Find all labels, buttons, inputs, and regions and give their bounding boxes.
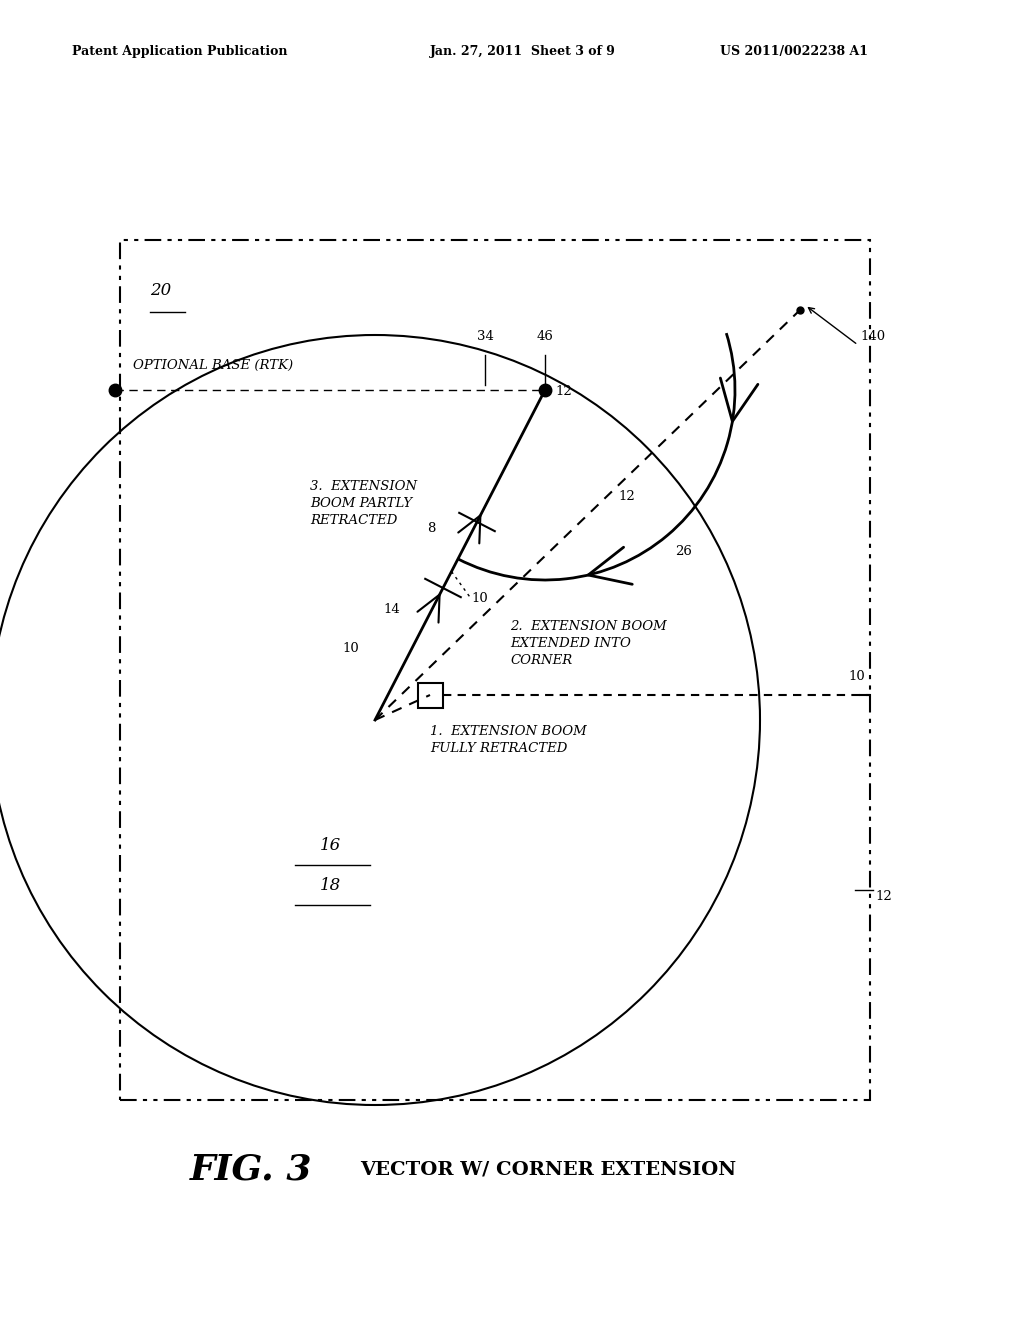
Text: 3.  EXTENSION
BOOM PARTLY
RETRACTED: 3. EXTENSION BOOM PARTLY RETRACTED [310, 480, 417, 527]
Text: 14: 14 [383, 603, 399, 616]
Text: VECTOR W/ CORNER EXTENSION: VECTOR W/ CORNER EXTENSION [360, 1162, 736, 1179]
Text: US 2011/0022238 A1: US 2011/0022238 A1 [720, 45, 868, 58]
Text: 26: 26 [675, 545, 692, 557]
Text: 140: 140 [860, 330, 885, 343]
Text: 10: 10 [342, 643, 359, 656]
Bar [418, 682, 442, 708]
Text: Jan. 27, 2011  Sheet 3 of 9: Jan. 27, 2011 Sheet 3 of 9 [430, 45, 615, 58]
Text: Patent Application Publication: Patent Application Publication [72, 45, 288, 58]
Text: 12: 12 [874, 890, 892, 903]
Text: 20: 20 [150, 282, 171, 300]
Text: 10: 10 [848, 671, 865, 682]
Text: 1.  EXTENSION BOOM
FULLY RETRACTED: 1. EXTENSION BOOM FULLY RETRACTED [430, 725, 587, 755]
Text: 46: 46 [537, 330, 553, 343]
Text: FIG. 3: FIG. 3 [190, 1152, 312, 1187]
Text: OPTIONAL BASE (RTK): OPTIONAL BASE (RTK) [133, 359, 293, 372]
Text: 12: 12 [555, 385, 571, 399]
Text: 12: 12 [618, 490, 636, 503]
Text: 18: 18 [319, 876, 341, 894]
Bar [120, 240, 870, 1100]
Text: 10: 10 [471, 591, 488, 605]
Text: 8: 8 [427, 521, 435, 535]
Text: 34: 34 [476, 330, 494, 343]
Text: 2.  EXTENSION BOOM
EXTENDED INTO
CORNER: 2. EXTENSION BOOM EXTENDED INTO CORNER [510, 620, 667, 667]
Text: 16: 16 [319, 837, 341, 854]
